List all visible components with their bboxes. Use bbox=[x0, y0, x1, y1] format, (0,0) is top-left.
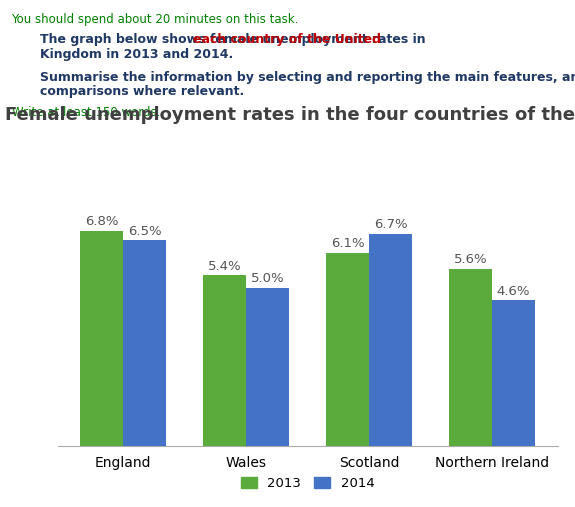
Bar bbox=[369, 234, 412, 446]
Text: comparisons where relevant.: comparisons where relevant. bbox=[40, 85, 244, 98]
Text: 6.1%: 6.1% bbox=[331, 237, 365, 250]
Text: 6.5%: 6.5% bbox=[128, 225, 162, 238]
Text: Write at least 150 words.: Write at least 150 words. bbox=[12, 106, 160, 120]
Bar bbox=[81, 231, 123, 446]
Bar bbox=[246, 288, 289, 446]
Text: 5.6%: 5.6% bbox=[454, 253, 487, 266]
Text: You should spend about 20 minutes on this task.: You should spend about 20 minutes on thi… bbox=[12, 13, 299, 26]
Text: each country of the United: each country of the United bbox=[193, 33, 381, 46]
Legend: 2013, 2014: 2013, 2014 bbox=[236, 472, 380, 495]
Text: Summarise the information by selecting and reporting the main features, and make: Summarise the information by selecting a… bbox=[40, 71, 575, 84]
Bar bbox=[203, 275, 246, 446]
Text: 5.4%: 5.4% bbox=[208, 260, 242, 273]
Bar bbox=[449, 269, 492, 446]
Text: 6.7%: 6.7% bbox=[374, 219, 408, 231]
Text: 5.0%: 5.0% bbox=[251, 272, 285, 285]
Bar bbox=[123, 240, 166, 446]
Text: The graph below shows female unemployment rates in: The graph below shows female unemploymen… bbox=[40, 33, 430, 46]
Text: Kingdom in 2013 and 2014.: Kingdom in 2013 and 2014. bbox=[40, 48, 233, 61]
Bar bbox=[326, 253, 369, 446]
Text: 6.8%: 6.8% bbox=[85, 215, 118, 228]
Bar bbox=[492, 300, 535, 446]
Text: 4.6%: 4.6% bbox=[497, 285, 530, 298]
Text: Female unemployment rates in the four countries of the UK: Female unemployment rates in the four co… bbox=[5, 106, 575, 124]
